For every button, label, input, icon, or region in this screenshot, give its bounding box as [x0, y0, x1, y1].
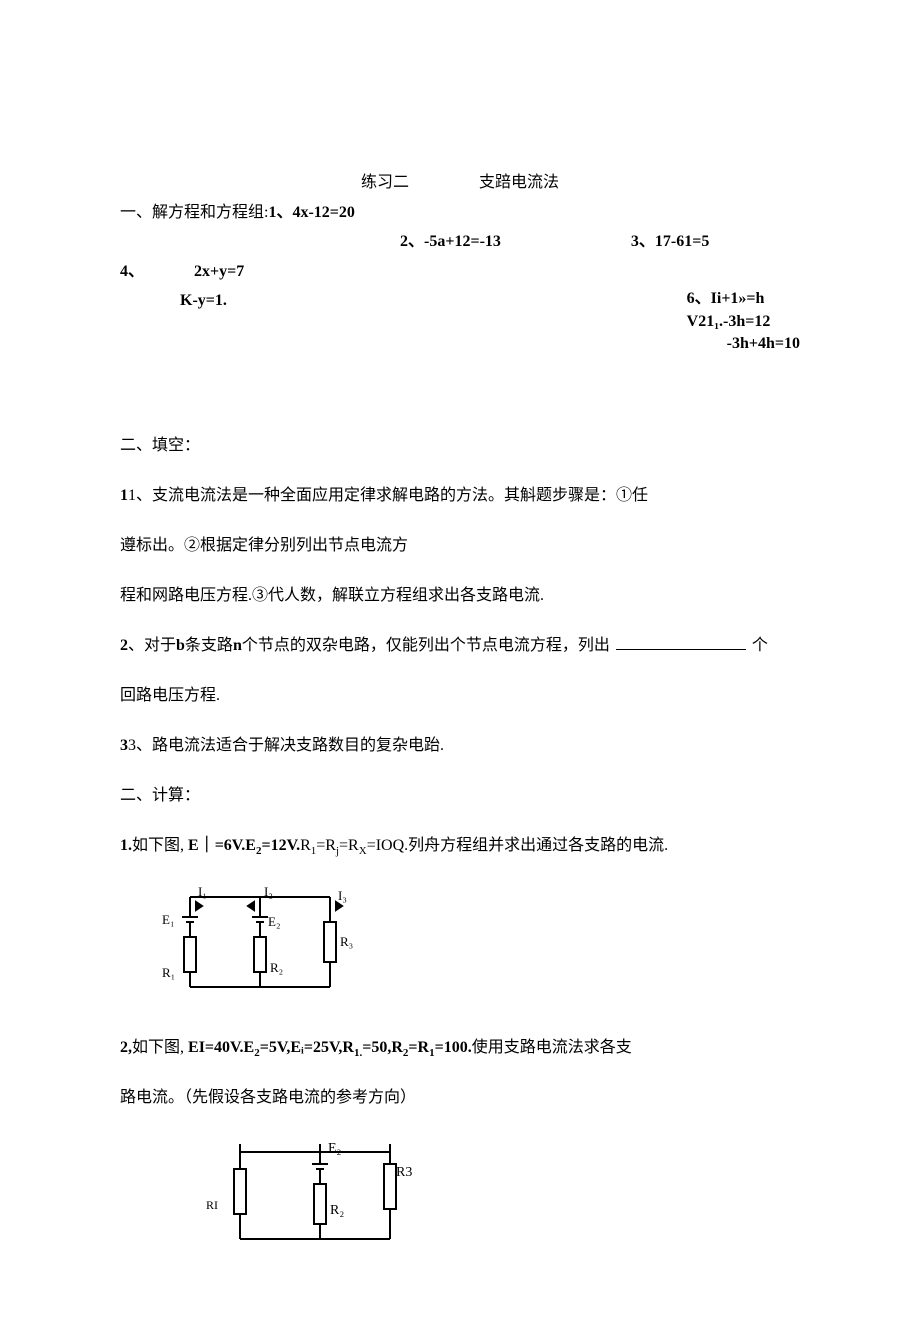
section2-heading: 二、填空：: [120, 430, 800, 462]
svg-text:I₃: I₃: [338, 888, 347, 903]
section1-heading: 一、解方程和方程组:: [120, 204, 268, 221]
svg-text:E₂: E₂: [328, 1141, 342, 1156]
s2-q1-c: 程和网路电压方程.③代人数，解联立方程组求出各支路电流.: [120, 580, 800, 612]
s2-q3: 33、路电流法适合于解决支路数目的复杂电跆.: [120, 730, 800, 762]
circuit-diagram-2: E₂ RI R₂ R3: [200, 1134, 800, 1254]
s2-q3-text: 3、路电流法适合于解决支路数目的复杂电跆.: [128, 737, 444, 754]
eq4-row: 4、 2x+y=7: [120, 259, 800, 285]
svg-text:I₂: I₂: [264, 884, 273, 899]
s2-q2: 2、对于b条支路n个节点的双杂电路，仅能列出个节点电流方程，列出 个: [120, 630, 800, 662]
s2-q2-c: 回路电压方程.: [120, 680, 800, 712]
eq6-b: V21₁.-3h=12: [687, 311, 800, 333]
svg-text:E₁: E₁: [162, 912, 174, 927]
eq4-a: 2x+y=7: [194, 263, 244, 280]
section1-heading-row: 一、解方程和方程组:1、4x-12=20: [120, 200, 800, 226]
title-left: 练习二: [361, 170, 409, 196]
s2-q2-a: 、对于b条支路n个节点的双杂电路，仅能列出个节点电流方程，列出: [128, 637, 610, 654]
circuit-svg-2: E₂ RI R₂ R3: [200, 1134, 420, 1254]
svg-text:I₁: I₁: [198, 884, 207, 899]
s2-q1-a: 11、支流电流法是一种全面应用定律求解电路的方法。其斛题步骤是：①任: [120, 480, 800, 512]
title-right: 支踣电流法: [479, 170, 559, 196]
eq3: 3、17-61=5: [631, 229, 709, 255]
svg-text:R₂: R₂: [330, 1203, 344, 1218]
eq5: K-y=1.: [180, 288, 687, 314]
eq2: 2、-5a+12=-13: [400, 229, 501, 255]
title-row: 练习二 支踣电流法: [120, 170, 800, 196]
s3-q2-a: 2,如下图, EI=40V.E2=5V,Eᵢ=25V,R1.=50,R2=R1=…: [120, 1032, 800, 1064]
eq-row-2-3: 2、-5a+12=-13 3、17-61=5: [120, 229, 800, 255]
blank-line: [616, 649, 746, 650]
circuit-diagram-1: I₁ I₂ I₃ E₁ E₂ R₁ R₂ R₃: [160, 882, 800, 1002]
eq6-c: -3h+4h=10: [687, 333, 800, 355]
svg-text:R₁: R₁: [162, 965, 175, 980]
s3-q1: 1.如下图, E｜=6V.E2=12V.R1=Rј=RX=IOQ.列舟方程组并求…: [120, 830, 800, 862]
eq4-label: 4、: [120, 259, 190, 285]
document-page: 练习二 支踣电流法 一、解方程和方程组:1、4x-12=20 2、-5a+12=…: [0, 0, 920, 1344]
s2-q1-a-text: 1、支流电流法是一种全面应用定律求解电路的方法。其斛题步骤是：①任: [128, 487, 648, 504]
section3-heading: 二、计算：: [120, 780, 800, 812]
eq5-6-block: K-y=1. 6、Ii+1»=h V21₁.-3h=12 -3h+4h=10: [120, 288, 800, 355]
eq6-a: 6、Ii+1»=h: [687, 288, 800, 310]
s2-q1-b: 遵标出。②根据定律分别列出节点电流方: [120, 530, 800, 562]
s3-q2-c: 路电流。（先假设各支路电流的参考方向）: [120, 1082, 800, 1114]
svg-text:R₃: R₃: [340, 934, 353, 949]
svg-text:E₂: E₂: [268, 914, 280, 929]
svg-text:R₂: R₂: [270, 960, 283, 975]
svg-text:RI: RI: [206, 1198, 218, 1212]
circuit-svg-1: I₁ I₂ I₃ E₁ E₂ R₁ R₂ R₃: [160, 882, 360, 1002]
eq1: 1、4x-12=20: [268, 204, 354, 221]
s2-q2-b: 个: [752, 637, 768, 654]
svg-text:R3: R3: [396, 1165, 412, 1180]
